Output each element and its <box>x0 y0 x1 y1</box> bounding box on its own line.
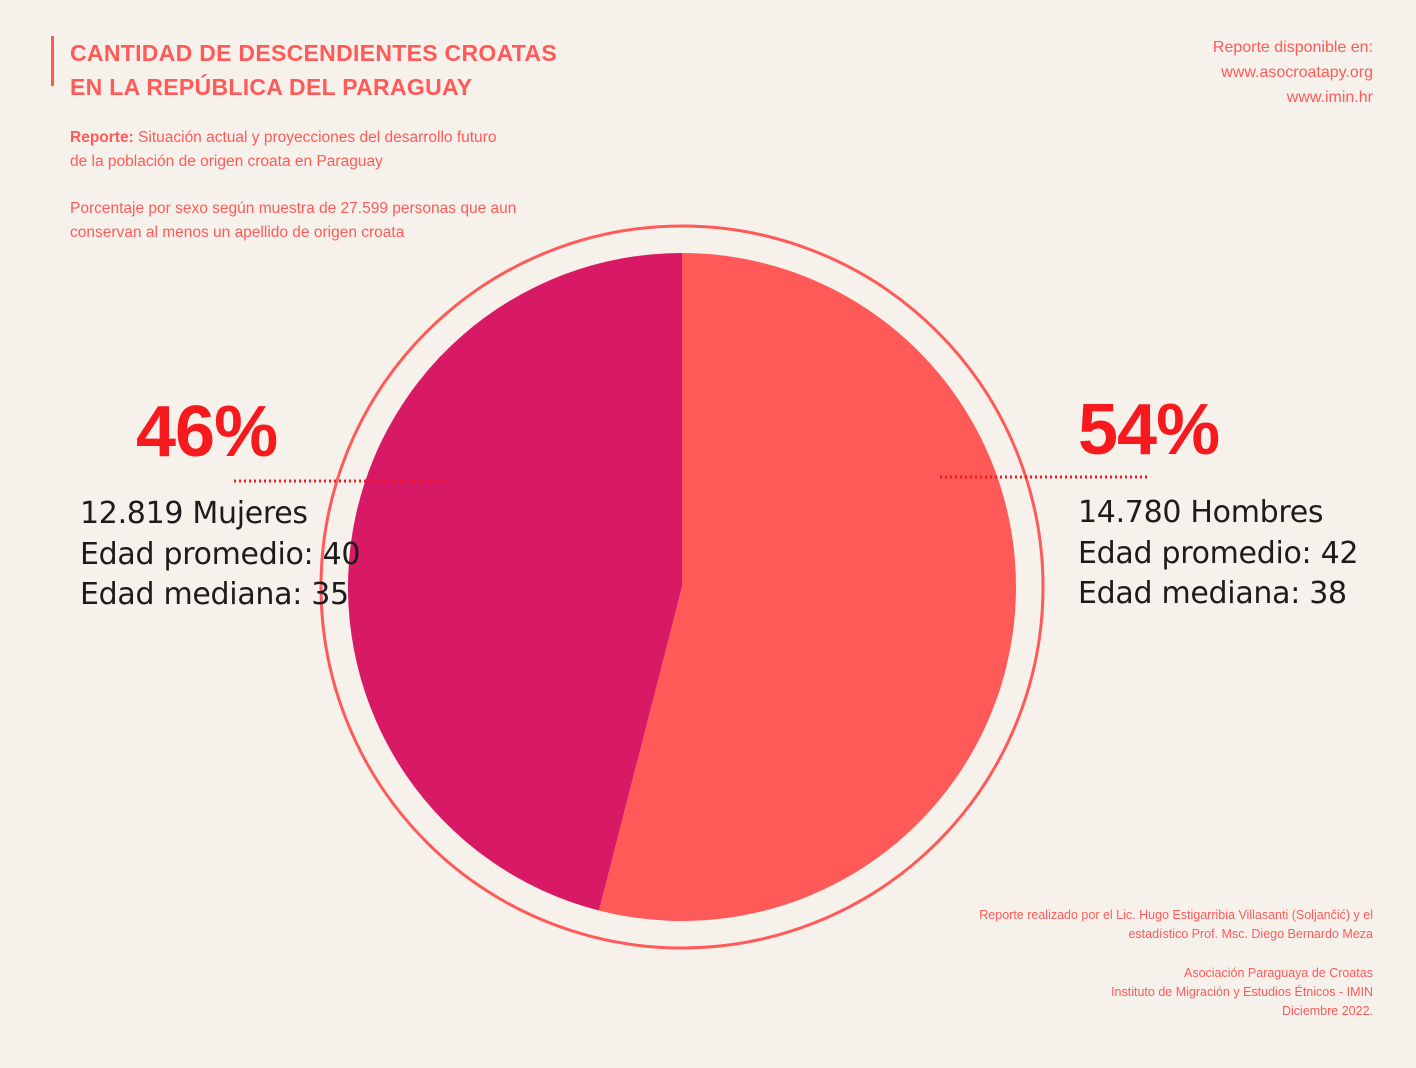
men-stats: 14.780 Hombres Edad promedio: 42 Edad me… <box>1078 493 1358 615</box>
report-text-2: de la población de origen croata en Para… <box>70 153 383 170</box>
description-line-2: conservan al menos un apellido de origen… <box>70 224 405 241</box>
page-title: CANTIDAD DE DESCENDIENTES CROATAS EN LA … <box>70 36 557 104</box>
description-line-1: Porcentaje por sexo según muestra de 27.… <box>70 200 517 217</box>
report-line-1: Reporte: Situación actual y proyecciones… <box>70 126 590 150</box>
org-line-2: Instituto de Migración y Estudios Étnico… <box>1111 985 1373 999</box>
report-label: Reporte: <box>70 129 134 146</box>
org-line-1: Asociación Paraguaya de Croatas <box>1183 966 1373 980</box>
women-count: 12.819 Mujeres <box>80 496 308 531</box>
title-accent-bar <box>51 36 54 86</box>
report-credits: Reporte realizado por el Lic. Hugo Estig… <box>979 906 1373 944</box>
link-asocroatapy[interactable]: www.asocroatapy.org <box>1221 64 1373 81</box>
men-percent-label: 54% <box>1078 390 1220 470</box>
link-imin[interactable]: www.imin.hr <box>1286 89 1373 106</box>
report-text-1: Situación actual y proyecciones del desa… <box>133 129 497 146</box>
women-stats: 12.819 Mujeres Edad promedio: 40 Edad me… <box>80 494 360 616</box>
women-average-age: Edad promedio: 40 <box>80 536 361 572</box>
men-average-age: Edad promedio: 42 <box>1078 535 1359 571</box>
pie-slice-hombres <box>598 253 1016 921</box>
women-median-age: Edad mediana: 35 <box>80 577 349 612</box>
title-line-2: EN LA REPÚBLICA DEL PARAGUAY <box>70 74 473 100</box>
sample-description: Porcentaje por sexo según muestra de 27.… <box>70 197 610 245</box>
org-line-3: Diciembre 2022. <box>1281 1004 1373 1018</box>
source-links: Reporte disponible en: www.asocroatapy.o… <box>1213 35 1373 110</box>
pie-outer-ring <box>319 224 1045 950</box>
title-line-1: CANTIDAD DE DESCENDIENTES CROATAS <box>70 40 557 66</box>
credits-line-1: Reporte realizado por el Lic. Hugo Estig… <box>979 908 1373 922</box>
men-count: 14.780 Hombres <box>1078 495 1324 530</box>
pie-slice-mujeres <box>347 253 682 911</box>
organization-info: Asociación Paraguaya de Croatas Institut… <box>1111 964 1373 1021</box>
report-subtitle: Reporte: Situación actual y proyecciones… <box>70 126 590 174</box>
women-percent-label: 46% <box>136 392 278 472</box>
men-median-age: Edad mediana: 38 <box>1078 576 1347 611</box>
source-label: Reporte disponible en: <box>1212 39 1373 56</box>
credits-line-2: estadístico Prof. Msc. Diego Bernardo Me… <box>1128 927 1373 941</box>
